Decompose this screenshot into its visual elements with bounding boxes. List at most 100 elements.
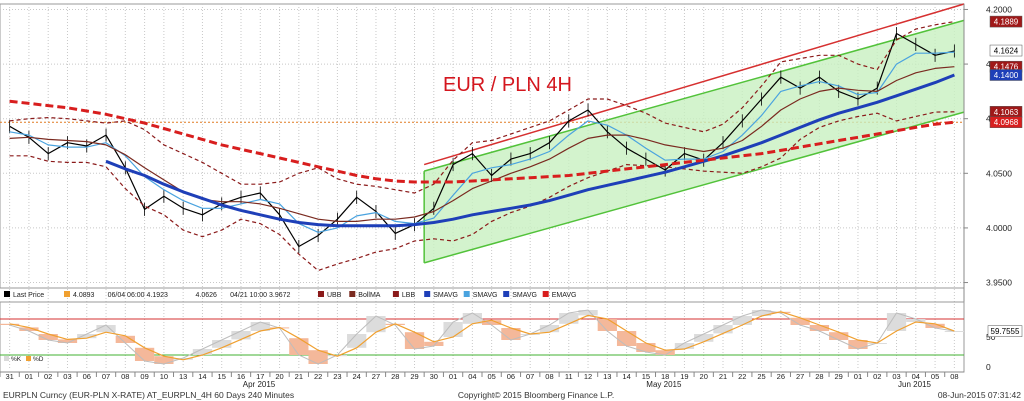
oscillator-value-label: 59.7555 <box>991 327 1020 336</box>
oscillator-bar <box>289 338 309 355</box>
date-tick-label: 30 <box>430 372 438 381</box>
oscillator-k-line <box>9 309 955 365</box>
series-sma_long <box>105 73 955 228</box>
channel-upper-line <box>423 19 965 172</box>
footer-copyright: Copyright© 2015 Bloomberg Finance L.P. <box>458 390 614 400</box>
legend-swatch <box>4 291 10 297</box>
date-tick-label: 04 <box>912 372 920 381</box>
oscillator-bar <box>462 313 482 324</box>
date-tick-label: 26 <box>777 372 785 381</box>
footer: EURPLN Curncy (EUR-PLN X-RATE) AT_EURPLN… <box>3 390 1021 400</box>
price-tick-label: 4.0500 <box>986 168 1012 178</box>
date-tick-label: 19 <box>680 372 688 381</box>
legend-label: BollMA <box>358 292 381 299</box>
date-axis: 31 01 02 03 06 07 08 09 10 13 14 15 16 17 20 21 22 23 24 27… <box>0 371 964 389</box>
legend-label: UBB <box>327 292 342 299</box>
price-tick-label: 3.9500 <box>986 278 1012 288</box>
oscillator-bar <box>886 313 907 331</box>
legend-label: LBB <box>402 292 416 299</box>
month-label: Jun 2015 <box>898 380 931 389</box>
price-tag-label: 4.1889 <box>994 18 1019 27</box>
date-tick-label: 25 <box>757 372 765 381</box>
oscillator-bar <box>578 310 598 316</box>
date-tick-label: 27 <box>796 372 804 381</box>
date-tick-label: 15 <box>642 372 650 381</box>
price-tag-label: 4.0968 <box>994 118 1019 127</box>
trend-channel <box>423 3 965 264</box>
oscillator-bar <box>77 334 97 339</box>
oscillator-bar <box>134 347 155 361</box>
date-tick-label: 01 <box>449 372 457 381</box>
date-tick-label: 31 <box>5 372 13 381</box>
date-tick-label: 28 <box>391 372 399 381</box>
oscillator-bar <box>192 349 213 355</box>
oscillator-bar <box>906 319 926 322</box>
legend-label: SMAVG <box>473 292 498 299</box>
oscillator-bar <box>732 316 752 325</box>
oscillator-bar <box>809 325 830 331</box>
date-tick-label: 08 <box>950 372 958 381</box>
date-tick-label: 20 <box>700 372 708 381</box>
date-tick-label: 27 <box>372 372 380 381</box>
oscillator-bar <box>829 332 849 340</box>
oscillator-bar <box>694 334 714 342</box>
oscillator-bar <box>944 331 964 332</box>
oscillator-bar <box>443 322 463 337</box>
footer-source: EURPLN Curncy (EUR-PLN X-RATE) AT_EURPLN… <box>3 390 294 400</box>
legend-label: SMAVG <box>433 292 458 299</box>
oscillator-legend-swatch <box>4 356 9 361</box>
oscillator-bar <box>674 343 695 349</box>
oscillator-bar <box>96 325 116 333</box>
channel-fill <box>424 20 964 263</box>
price-tag <box>989 44 1023 57</box>
channel-lower-line <box>423 111 965 264</box>
series-lbb <box>9 111 955 272</box>
oscillator-tick-label: 0 <box>986 362 991 372</box>
date-tick-label: 06 <box>83 372 91 381</box>
date-tick-label: 10 <box>160 372 168 381</box>
legend-label: 4.0626 <box>196 292 218 299</box>
oscillator-legend-label: %D <box>33 356 44 363</box>
oscillator-bar <box>559 313 579 324</box>
legend-label: 4.0893 <box>73 292 95 299</box>
series-sma_fast <box>9 51 955 233</box>
oscillator-bar <box>616 331 637 346</box>
date-tick-label: 05 <box>487 372 495 381</box>
oscillator-bar <box>173 358 193 360</box>
oscillator-bar <box>790 317 810 325</box>
date-tick-label: 22 <box>314 372 322 381</box>
legend-label: SMAVG <box>512 292 537 299</box>
legend-swatch <box>64 291 70 297</box>
date-tick-label: 18 <box>661 372 669 381</box>
oscillator-bar <box>19 327 39 331</box>
price-tick-label: 4.2000 <box>986 4 1012 14</box>
price-tag-label: 4.1400 <box>994 71 1019 80</box>
oscillator-bar <box>404 332 425 349</box>
date-tick-label: 14 <box>622 372 630 381</box>
date-tick-label: 01 <box>854 372 862 381</box>
date-tick-label: 14 <box>198 372 206 381</box>
legend-label: 06/04 06:00 4.1923 <box>108 292 168 299</box>
date-tick-label: 03 <box>892 372 900 381</box>
price-tag <box>989 69 1023 81</box>
price-tag-label: 4.1063 <box>994 108 1019 117</box>
oscillator-legend-swatch <box>26 356 31 361</box>
month-label: Apr 2015 <box>243 380 276 389</box>
date-tick-label: 09 <box>140 372 148 381</box>
series-ema_200 <box>9 99 955 184</box>
oscillator-panel: 50 0 59.7555 %K %D <box>0 301 1023 373</box>
legend-label: Last Price <box>13 292 44 299</box>
legend-swatch <box>503 291 510 297</box>
date-tick-label: 22 <box>738 372 746 381</box>
date-tick-label: 28 <box>815 372 823 381</box>
series-ubb <box>9 21 955 194</box>
oscillator-bar <box>925 323 945 328</box>
date-tick-label: 16 <box>237 372 245 381</box>
oscillator-legend-label: %K <box>11 356 22 363</box>
series-bollma <box>9 66 955 222</box>
date-tick-label: 20 <box>275 372 283 381</box>
oscillator-bar <box>655 350 675 355</box>
oscillator-bar <box>308 350 328 364</box>
price-axis: 4.20004.15004.10004.05004.00003.95004.18… <box>963 4 1023 370</box>
